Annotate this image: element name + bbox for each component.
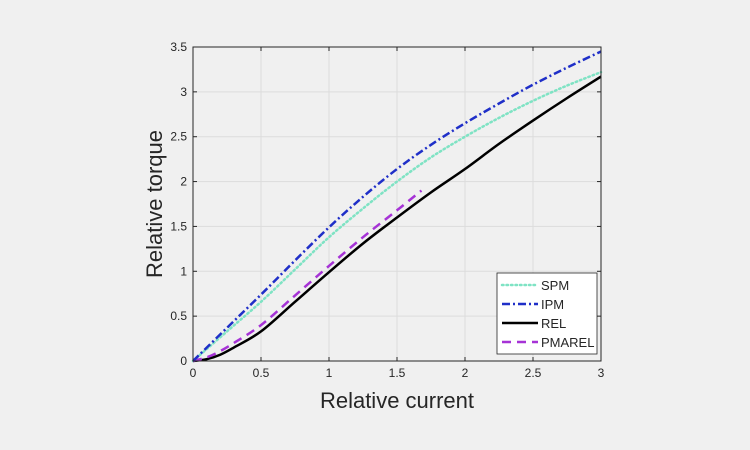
data-series xyxy=(191,50,603,363)
legend-label-pmarel: PMAREL xyxy=(541,335,594,350)
tick-marks xyxy=(192,46,602,362)
x-tick-label: 0.5 xyxy=(253,366,270,380)
legend-label-ipm: IPM xyxy=(541,297,564,312)
x-tick-label: 0 xyxy=(190,366,197,380)
x-tick-label: 2 xyxy=(462,366,469,380)
x-tick-label: 1.5 xyxy=(389,366,406,380)
y-tick-label: 0.5 xyxy=(170,309,187,323)
legend-box xyxy=(496,272,598,355)
y-tick-label: 1 xyxy=(180,264,187,278)
y-tick-label: 0 xyxy=(180,354,187,368)
y-axis-label: Relative torque xyxy=(142,130,167,278)
x-tick-label: 3 xyxy=(598,366,605,380)
x-tick-label: 1 xyxy=(326,366,333,380)
legend-label-spm: SPM xyxy=(541,278,569,293)
y-tick-label: 1.5 xyxy=(170,219,187,233)
series-line-rel xyxy=(192,75,602,363)
x-axis-label: Relative current xyxy=(320,388,474,413)
series-line-pmarel xyxy=(192,189,423,363)
y-tick-label: 3 xyxy=(180,85,187,99)
y-tick-label: 2 xyxy=(180,175,187,189)
y-tick-label: 2.5 xyxy=(170,130,187,144)
x-tick-labels: 0 0.5 1 1.5 2 2.5 3 xyxy=(190,366,605,380)
x-tick-label: 2.5 xyxy=(525,366,542,380)
legend-label-rel: REL xyxy=(541,316,566,331)
legend: SPM IPM REL PMAREL xyxy=(496,272,598,355)
y-tick-labels: 0 0.5 1 1.5 2 2.5 3 3.5 xyxy=(170,40,187,368)
series-line-spm xyxy=(191,70,603,363)
y-tick-label: 3.5 xyxy=(170,40,187,54)
